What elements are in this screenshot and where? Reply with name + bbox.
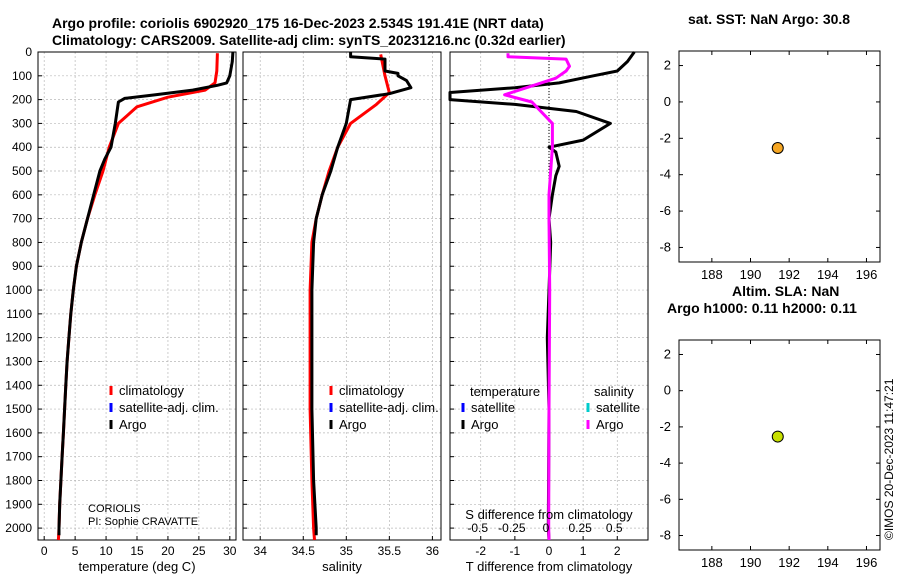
temperature-ytick-label: 1500: [5, 402, 32, 416]
temperature-ytick-label: 300: [12, 116, 32, 130]
difference-s-legend-label: Argo: [596, 417, 623, 432]
temperature-xtick-label: 5: [72, 544, 79, 558]
sst_map-ytick-label: -4: [659, 167, 671, 182]
salinity-legend-label: climatology: [339, 383, 405, 398]
difference-s-tick-label: -0.5: [467, 521, 488, 535]
temperature-xtick-label: 20: [161, 544, 175, 558]
sst_map-axes-frame: [678, 50, 881, 263]
salinity-xtick-label: 34: [254, 544, 268, 558]
difference-s-tick-label: 0.25: [568, 521, 592, 535]
salinity-xtick-label: 35: [340, 544, 354, 558]
salinity-plot-area: [243, 52, 441, 540]
sst_map-ytick-label: -6: [659, 203, 671, 218]
sla_map-ytick-label: -8: [659, 528, 671, 543]
temperature-ytick-label: 900: [12, 259, 32, 273]
difference-s-tick-label: 0.5: [606, 521, 623, 535]
sla_map-xtick-label: 188: [701, 555, 723, 570]
temperature-legend-label: climatology: [119, 383, 185, 398]
sla_map-xtick-label: 192: [778, 555, 800, 570]
salinity-xtick-label: 36: [426, 544, 440, 558]
temperature-xtick-label: 0: [41, 544, 48, 558]
difference-xtick-label: -2: [475, 544, 486, 558]
sla_map-xtick-label: 196: [856, 555, 878, 570]
pi-label: PI: Sophie CRAVATTE: [88, 516, 198, 528]
difference-xtick-label: 1: [580, 544, 587, 558]
temperature-ytick-label: 100: [12, 69, 32, 83]
sst_map-xtick-label: 194: [817, 267, 839, 282]
temperature-ytick-label: 800: [12, 235, 32, 249]
institution-label: CORIOLIS: [88, 503, 141, 515]
salinity-series-argo: [310, 52, 413, 536]
sla_map-xtick-label: 194: [817, 555, 839, 570]
temperature-ytick-label: 500: [12, 164, 32, 178]
sst_map-ytick-label: 0: [664, 94, 671, 109]
salinity-legend-label: Argo: [339, 417, 366, 432]
temperature-ytick-label: 1000: [5, 283, 32, 297]
temperature-ytick-label: 700: [12, 212, 32, 226]
sst-map-title: sat. SST: NaN Argo: 30.8: [688, 11, 851, 27]
difference-t-legend-label: satellite: [471, 400, 515, 415]
temperature-ytick-label: 2000: [5, 521, 32, 535]
difference-s-tick-label: -0.25: [498, 521, 526, 535]
difference-xtick-label: 0: [546, 544, 553, 558]
sla_map-ytick-label: -6: [659, 491, 671, 506]
sla-map-title-2: Argo h1000: 0.11 h2000: 0.11: [667, 300, 857, 316]
temperature-ytick-label: 1900: [5, 497, 32, 511]
sst_map-xtick-label: 190: [740, 267, 762, 282]
temperature-axes-frame: [37, 51, 237, 541]
header-line-1: Argo profile: coriolis 6902920_175 16-De…: [52, 15, 544, 31]
sla_map-ytick-label: -2: [659, 419, 671, 434]
temperature-ytick-label: 1400: [5, 378, 32, 392]
difference-s-tick-label: 0: [543, 521, 550, 535]
temperature-ytick-label: 0: [25, 45, 32, 59]
sla_map-float-marker: [771, 430, 784, 443]
temperature-ytick-label: 600: [12, 188, 32, 202]
salinity-axes-frame: [242, 51, 442, 541]
difference-s-legend-label: satellite: [596, 400, 640, 415]
difference-t-legend-label: Argo: [471, 417, 498, 432]
difference-xtick-label: 2: [614, 544, 621, 558]
temperature-legend-label: satellite-adj. clim.: [119, 400, 219, 415]
temperature-ytick-label: 1300: [5, 354, 32, 368]
temperature-ytick-label: 1100: [6, 307, 32, 321]
difference-xlabel: T difference from climatology: [466, 559, 633, 574]
temperature-xtick-label: 30: [223, 544, 237, 558]
sst_map-ytick-label: 2: [664, 58, 671, 73]
difference-legend-title-t: temperature: [470, 384, 540, 399]
sla_map-axes-frame: [678, 339, 881, 551]
salinity-xtick-label: 34.5: [292, 544, 316, 558]
difference-xtick-label: -1: [510, 544, 521, 558]
difference-series-s-argo: [503, 53, 571, 541]
temperature-ytick-label: 1800: [5, 473, 32, 487]
sla-map-title-1: Altim. SLA: NaN: [732, 283, 840, 299]
temperature-legend-label: Argo: [119, 417, 146, 432]
temperature-ytick-label: 400: [12, 140, 32, 154]
sst_map-xtick-label: 188: [701, 267, 723, 282]
sst_map-float-marker: [771, 142, 784, 155]
temperature-ytick-label: 1700: [5, 450, 32, 464]
salinity-xlabel: salinity: [322, 559, 362, 574]
temperature-xtick-label: 10: [99, 544, 113, 558]
temperature-xtick-label: 15: [130, 544, 144, 558]
salinity-xtick-label: 35.5: [378, 544, 402, 558]
difference-legend-title-s: salinity: [594, 384, 634, 399]
temperature-xlabel: temperature (deg C): [78, 559, 195, 574]
salinity-legend-label: satellite-adj. clim.: [339, 400, 439, 415]
difference-s-axis-label: S difference from climatology: [465, 507, 633, 522]
temperature-ytick-label: 1200: [5, 331, 32, 345]
sla_map-ytick-label: 0: [664, 383, 671, 398]
temperature-series-argo: [57, 51, 235, 536]
sst_map-xtick-label: 196: [856, 267, 878, 282]
sst_map-ytick-label: -8: [659, 239, 671, 254]
sla_map-ytick-label: -4: [659, 455, 671, 470]
sst_map-xtick-label: 192: [778, 267, 800, 282]
temperature-ytick-label: 200: [12, 93, 32, 107]
sla_map-xtick-label: 190: [740, 555, 762, 570]
sla_map-ytick-label: 2: [664, 346, 671, 361]
sst_map-ytick-label: -2: [659, 130, 671, 145]
header-line-2: Climatology: CARS2009. Satellite-adj cli…: [52, 32, 566, 48]
temperature-ytick-label: 1600: [5, 426, 32, 440]
temperature-xtick-label: 25: [192, 544, 206, 558]
